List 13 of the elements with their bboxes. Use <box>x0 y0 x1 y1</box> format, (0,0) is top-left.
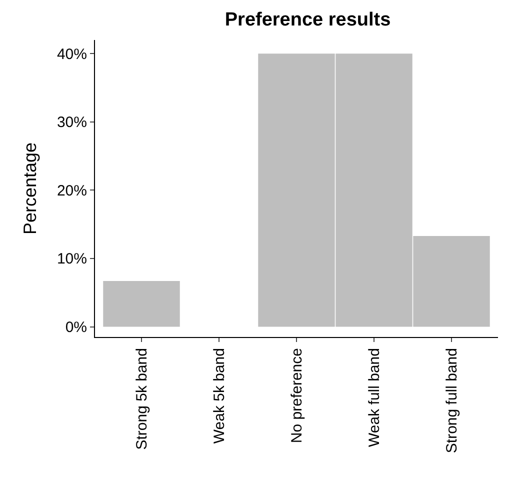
x-tick-label: Strong full band <box>443 348 460 454</box>
y-tick-label: 40% <box>56 46 87 63</box>
x-tick-label: Weak full band <box>366 348 383 447</box>
x-tick-label: Weak 5k band <box>210 348 228 444</box>
y-tick-label: 30% <box>56 114 87 132</box>
x-tick-label: Strong 5k band <box>133 348 150 450</box>
y-tick-label: 10% <box>56 250 87 268</box>
x-tick-label: No preference <box>288 348 306 444</box>
y-tick-label: 0% <box>65 319 87 336</box>
y-tick-label: 20% <box>56 182 87 200</box>
chart-title: Preference results <box>224 9 391 30</box>
bar <box>103 281 180 327</box>
y-axis-title: Percentage <box>20 142 40 235</box>
